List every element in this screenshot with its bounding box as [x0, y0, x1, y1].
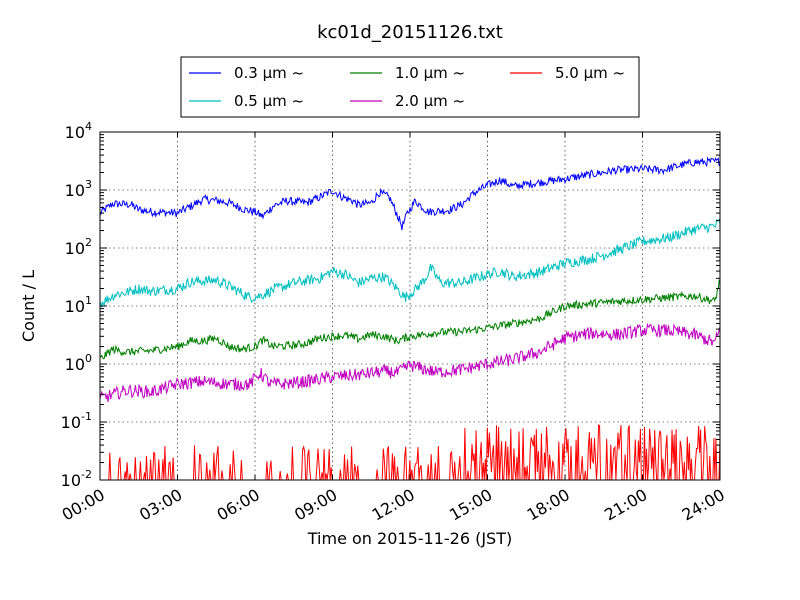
series-layer: [99, 156, 721, 481]
y-tick-label: 104: [65, 120, 92, 142]
x-tick-label: 09:00: [291, 485, 340, 525]
series-line-4: [107, 424, 721, 481]
x-tick-label: 12:00: [369, 485, 418, 525]
x-tick-label: 18:00: [524, 485, 573, 525]
grid: [100, 132, 720, 480]
legend-label: 5.0 µm ~: [555, 64, 625, 82]
x-tick-label: 15:00: [446, 485, 495, 525]
legend-frame: [180, 56, 640, 118]
x-tick-label: 00:00: [59, 485, 108, 525]
legend-label: 1.0 µm ~: [395, 64, 465, 82]
series-line-0: [99, 156, 720, 231]
legend-label: 0.5 µm ~: [234, 92, 304, 110]
y-axis-label: Count / L: [19, 270, 38, 342]
series-line-1: [99, 218, 721, 308]
legend: 0.3 µm ~ 1.0 µm ~ 5.0 µm ~ 0.5 µm ~ 2.0 µm ~: [180, 56, 640, 118]
series-line-2: [99, 278, 721, 360]
legend-label: 0.3 µm ~: [234, 64, 304, 82]
y-tick-label: 10-2: [61, 468, 92, 490]
y-tick-label: 100: [65, 352, 92, 374]
chart-title: kc01d_20151126.txt: [317, 22, 503, 43]
x-axis-label: Time on 2015-11-26 (JST): [307, 529, 512, 548]
y-tick-label: 10-1: [61, 410, 92, 432]
x-tick-label: 06:00: [214, 485, 263, 525]
y-tick-label: 103: [65, 178, 92, 200]
x-tick-label: 24:00: [679, 485, 728, 525]
x-tick-label: 21:00: [601, 485, 650, 525]
series-line-3: [99, 322, 721, 402]
y-tick-label: 101: [65, 294, 92, 316]
legend-label: 2.0 µm ~: [395, 92, 465, 110]
y-tick-label: 102: [65, 236, 92, 258]
x-tick-label: 03:00: [136, 485, 185, 525]
